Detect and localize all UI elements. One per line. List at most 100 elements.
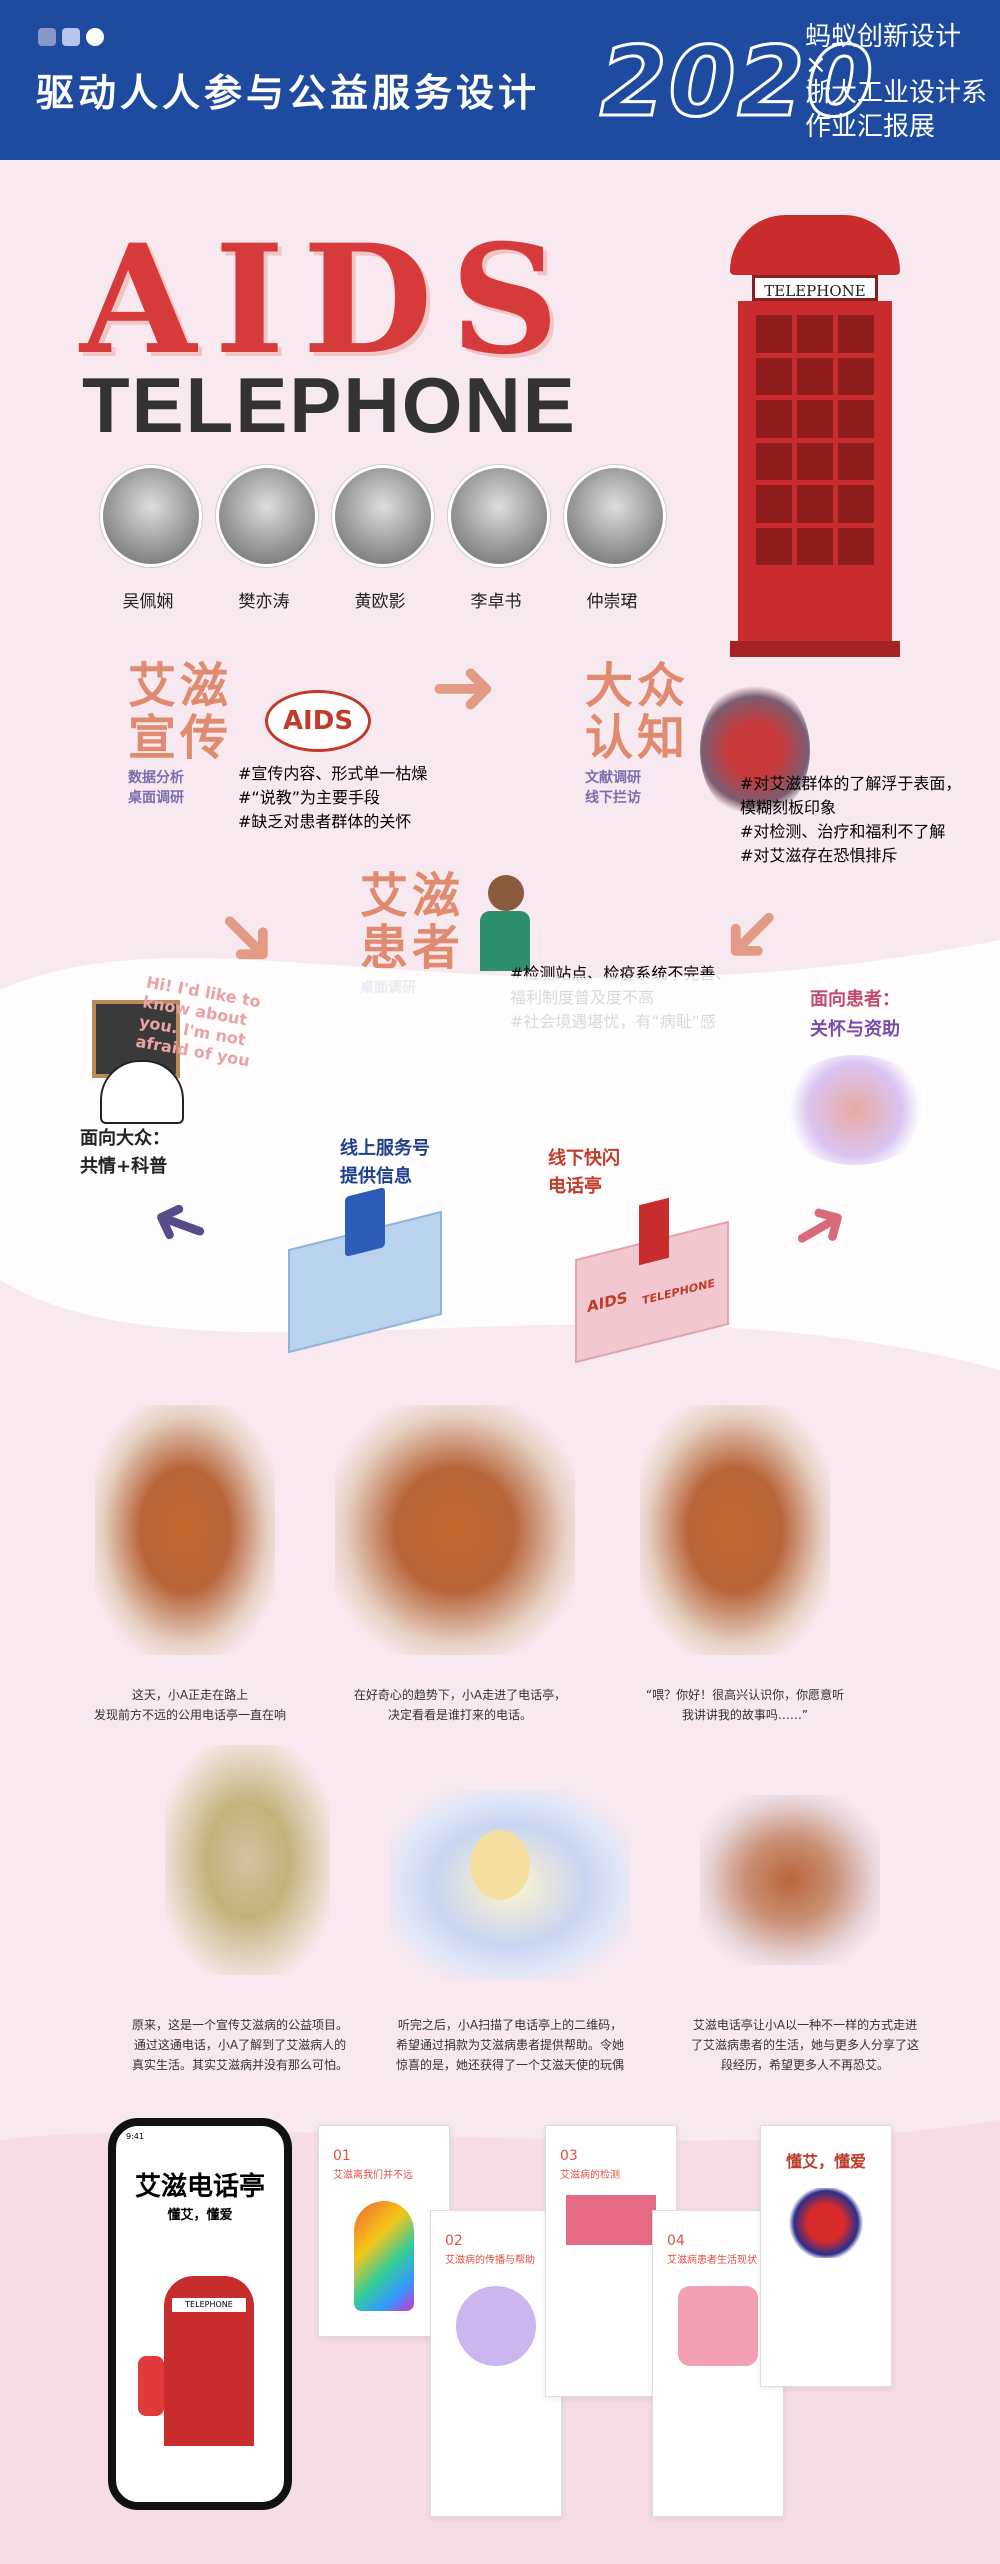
- app-title-text: 艾滋电话亭: [134, 2172, 265, 2202]
- booth-sign: TELEPHONE: [752, 275, 878, 301]
- public-tags: #对艾滋群体的了解浮于表面， 模糊刻板印象 #对检测、治疗和福利不了解 #对艾滋…: [740, 770, 961, 866]
- booth-windows: [756, 315, 874, 565]
- step-title-line2: 患者: [360, 920, 465, 976]
- app-screen-5[interactable]: 懂艾，懂爱: [760, 2125, 892, 2387]
- exhibition-label: 蚂蚁创新设计 × 浙大工业设计系 作业汇报展: [805, 20, 987, 144]
- hospital-icon: [566, 2195, 656, 2245]
- app-person-icon: [138, 2356, 164, 2416]
- screen-title: 艾滋病患者生活现状: [667, 2255, 757, 2266]
- ribbon-icon: [700, 680, 810, 820]
- story-photo-1: [95, 1405, 275, 1655]
- doctor-illustration-icon: [456, 2286, 536, 2366]
- step-title-line2: 宣传: [128, 710, 233, 766]
- method-label: 数据分析: [128, 770, 184, 786]
- team-member: 黄欧影: [332, 465, 434, 612]
- step-patients: 艾滋 患者 桌面调研: [360, 870, 464, 998]
- target-desc: 共情+科普: [80, 1156, 168, 1177]
- service-title: 线上服务号: [340, 1138, 430, 1159]
- caption-line: 艾滋电话亭让小A以一种不一样的方式走进: [692, 2018, 918, 2032]
- step-title-line2: 认知: [585, 710, 690, 766]
- app-screen-2[interactable]: 02 艾滋病的传播与帮助: [430, 2210, 562, 2517]
- telephone-booth-illustration: TELEPHONE: [730, 215, 900, 657]
- team-member: 李卓书: [448, 465, 550, 612]
- tag: #缺乏对患者群体的关怀: [238, 812, 412, 831]
- caption-line: 通过这通电话，小A了解到了艾滋病人的: [133, 2038, 347, 2052]
- iphone-mockup: 9:41 艾滋电话亭 懂艾，懂爱 TELEPHONE: [108, 2118, 292, 2510]
- team-members: 吴佩娴 樊亦涛 黄欧影 李卓书 仲崇珺: [100, 465, 666, 612]
- mini-booth-icon: [639, 1197, 669, 1266]
- screen-number: 02: [445, 2233, 463, 2249]
- org-line-3: 浙大工业设计系: [805, 78, 988, 108]
- service-desc: 电话亭: [548, 1176, 602, 1197]
- step-title-line1: 大众: [585, 658, 690, 714]
- person-figure-icon: [100, 1060, 184, 1124]
- target-patients: 面向患者： 关怀与资助: [810, 985, 900, 1045]
- iso-telephone-label: TELEPHONE: [642, 1276, 715, 1308]
- patient-figure-icon: [470, 875, 540, 985]
- ribbon-icon: [354, 2201, 414, 2311]
- story-photo-5-angel: [390, 1790, 630, 1980]
- screen-title: 艾滋离我们并不远: [333, 2170, 413, 2181]
- screen-title: 艾滋病的检测: [560, 2170, 620, 2181]
- caring-hands-icon: [780, 1055, 930, 1165]
- step-public: 大众 认知 文献调研 线下拦访: [585, 660, 689, 808]
- iso-aids-label: AIDS: [587, 1288, 628, 1317]
- tag: #“说教”为主要手段: [238, 788, 380, 807]
- caption-line: 段经历，希望更多人不再恐艾。: [720, 2058, 889, 2072]
- avatar: [564, 465, 666, 567]
- tag: #对艾滋群体的了解浮于表面，: [740, 774, 962, 793]
- story-caption-1: 这天，小A正走在路上 发现前方不远的公用电话亭一直在响: [60, 1685, 320, 1725]
- aids-speech-bubble: AIDS: [265, 690, 371, 752]
- story-photo-3: [640, 1405, 830, 1655]
- target-public: 面向大众： 共情+科普: [80, 1125, 170, 1181]
- step-title-line1: 艾滋: [360, 868, 465, 924]
- screen-number: 03: [560, 2148, 578, 2164]
- member-name: 仲崇珺: [586, 592, 638, 612]
- step-propaganda: 艾滋 宣传 数据分析 桌面调研: [128, 660, 232, 808]
- tag: 模糊刻板印象: [740, 798, 837, 817]
- caption-line: 发现前方不远的公用电话亭一直在响: [93, 1708, 286, 1722]
- online-service: 线上服务号 提供信息: [340, 1135, 430, 1191]
- caption-line: 我讲讲我的故事吗……”: [681, 1708, 809, 1722]
- people-illustration-icon: [678, 2286, 758, 2366]
- caption-line: “喂？你好！很高兴认识你，你愿意听: [645, 1688, 845, 1702]
- avatar: [100, 465, 202, 567]
- status-time: 9:41: [126, 2132, 144, 2141]
- screen-title: 懂艾，懂爱: [785, 2152, 866, 2171]
- story-photo-4: [165, 1745, 330, 1975]
- caption-line: 真实生活。其实艾滋病并没有那么可怕。: [131, 2058, 348, 2072]
- caption-line: 原来，这是一个宣传艾滋病的公益项目。: [131, 2018, 348, 2032]
- org-line-4: 作业汇报展: [805, 112, 936, 142]
- caption-line: 在好奇心的趋势下，小A走进了电话亭，: [353, 1688, 567, 1702]
- method-label: 线下拦访: [585, 790, 641, 806]
- wave-background: [0, 940, 1000, 1420]
- service-desc: 提供信息: [340, 1166, 412, 1187]
- logo-icon: [38, 28, 104, 46]
- caption-line: 惊喜的是，她还获得了一个艾滋天使的玩偶: [395, 2058, 624, 2072]
- member-name: 黄欧影: [354, 592, 406, 612]
- step-title-line1: 艾滋: [128, 658, 233, 714]
- team-member: 樊亦涛: [216, 465, 318, 612]
- propaganda-tags: #宣传内容、形式单一枯燥 #“说教”为主要手段 #缺乏对患者群体的关怀: [238, 760, 427, 832]
- caption-line: 了艾滋病患者的生活，她与更多人分享了这: [690, 2038, 919, 2052]
- avatar: [216, 465, 318, 567]
- method-label: 文献调研: [585, 770, 641, 786]
- hero-title-telephone: TELEPHONE: [82, 361, 577, 449]
- app-subtitle: 懂艾，懂爱: [167, 2208, 233, 2223]
- phone-icon: [345, 1187, 385, 1257]
- app-booth-icon: TELEPHONE: [164, 2276, 254, 2446]
- member-name: 李卓书: [470, 592, 522, 612]
- offline-booth: 线下快闪 电话亭: [548, 1145, 620, 1201]
- booth-roof: [730, 215, 900, 275]
- year-label: 2020: [598, 25, 876, 140]
- app-booth-sign: TELEPHONE: [172, 2298, 246, 2312]
- org-line-1: 蚂蚁创新设计: [805, 22, 962, 52]
- app-title: 艾滋电话亭: [116, 2166, 284, 2203]
- booth-base: [730, 641, 900, 657]
- app-screen-1[interactable]: 01 艾滋离我们并不远: [318, 2125, 450, 2337]
- caption-line: 这天，小A正走在路上: [131, 1688, 249, 1702]
- story-photo-6: [700, 1795, 880, 1965]
- story-photo-2: [335, 1405, 575, 1655]
- target-title: 面向大众：: [80, 1128, 170, 1149]
- screen-number: 04: [667, 2233, 685, 2249]
